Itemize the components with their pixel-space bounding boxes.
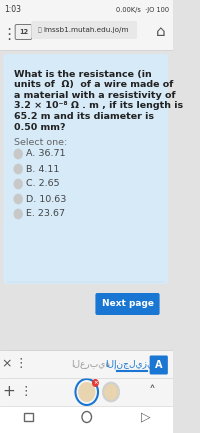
FancyBboxPatch shape bbox=[3, 54, 168, 284]
FancyBboxPatch shape bbox=[31, 21, 137, 39]
FancyBboxPatch shape bbox=[0, 378, 173, 406]
Text: العربية: العربية bbox=[72, 359, 111, 368]
Text: ⋮: ⋮ bbox=[20, 385, 32, 398]
Circle shape bbox=[92, 379, 99, 387]
Text: What is the resistance (in: What is the resistance (in bbox=[14, 70, 152, 79]
FancyBboxPatch shape bbox=[150, 355, 168, 375]
Text: ⋮: ⋮ bbox=[15, 358, 27, 371]
Text: الإنجليزية: الإنجليزية bbox=[105, 359, 159, 368]
Text: 12: 12 bbox=[19, 29, 28, 35]
FancyBboxPatch shape bbox=[0, 406, 173, 433]
Text: ×: × bbox=[2, 358, 12, 371]
FancyBboxPatch shape bbox=[15, 25, 32, 39]
FancyBboxPatch shape bbox=[0, 0, 173, 20]
Circle shape bbox=[14, 179, 23, 189]
Text: Select one:: Select one: bbox=[14, 138, 67, 147]
Text: 1:03: 1:03 bbox=[4, 6, 21, 14]
Text: +: + bbox=[2, 385, 15, 400]
Text: C. 2.65: C. 2.65 bbox=[26, 180, 60, 188]
Text: ˄: ˄ bbox=[148, 385, 155, 399]
Circle shape bbox=[14, 149, 23, 159]
FancyBboxPatch shape bbox=[0, 350, 173, 378]
Text: 3.2 × 10⁻⁸ Ω . m , if its length is: 3.2 × 10⁻⁸ Ω . m , if its length is bbox=[14, 101, 183, 110]
Text: 0.00K/s  ·JO 100: 0.00K/s ·JO 100 bbox=[116, 7, 169, 13]
Text: E. 23.67: E. 23.67 bbox=[26, 210, 65, 219]
FancyBboxPatch shape bbox=[0, 50, 173, 350]
Text: ▷: ▷ bbox=[141, 410, 151, 423]
Text: lmssb1.mutah.edu.jo/m: lmssb1.mutah.edu.jo/m bbox=[43, 27, 129, 33]
Circle shape bbox=[14, 164, 23, 174]
Text: ⌂: ⌂ bbox=[156, 25, 165, 39]
Circle shape bbox=[14, 194, 23, 204]
Circle shape bbox=[102, 382, 120, 402]
Text: 65.2 m and its diameter is: 65.2 m and its diameter is bbox=[14, 112, 154, 121]
FancyBboxPatch shape bbox=[95, 293, 160, 315]
Circle shape bbox=[14, 209, 23, 219]
Text: ×: × bbox=[93, 381, 98, 385]
Circle shape bbox=[104, 384, 118, 400]
Text: Next page: Next page bbox=[102, 300, 154, 308]
Text: 🔒: 🔒 bbox=[37, 27, 41, 33]
Circle shape bbox=[78, 382, 95, 402]
Text: ⋮: ⋮ bbox=[1, 28, 16, 42]
Text: B. 4.11: B. 4.11 bbox=[26, 165, 59, 174]
Text: A. 36.71: A. 36.71 bbox=[26, 149, 66, 158]
Text: units of  Ω)  of a wire made of: units of Ω) of a wire made of bbox=[14, 81, 173, 90]
Text: D. 10.63: D. 10.63 bbox=[26, 194, 66, 204]
Text: A: A bbox=[155, 360, 162, 370]
FancyBboxPatch shape bbox=[0, 20, 173, 50]
Text: a material with a resistivity of: a material with a resistivity of bbox=[14, 91, 176, 100]
Text: 0.50 mm?: 0.50 mm? bbox=[14, 123, 65, 132]
